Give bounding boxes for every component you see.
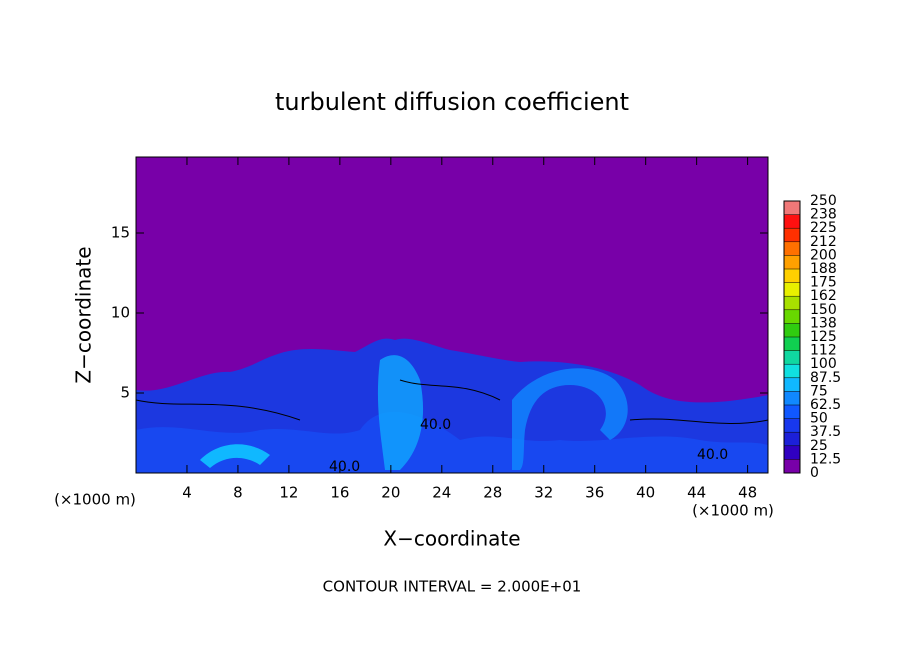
x-axis-label: X−coordinate [383,527,520,551]
x-tick-label: 44 [687,484,706,502]
colorbar-band [784,391,800,405]
x-tick-label: 24 [432,484,451,502]
colorbar-label: 112 [810,343,837,359]
y-tick-label: 5 [120,384,130,402]
x-tick-label: 36 [585,484,604,502]
colorbar-label: 225 [810,220,837,236]
colorbar-label: 175 [810,275,837,291]
annotation: CONTOUR INTERVAL = 2.000E+01 [323,578,582,596]
x-tick-label: 28 [483,484,502,502]
colorbar-band [784,282,800,297]
colorbar-label: 37.5 [810,424,841,440]
colorbar-band [784,214,800,229]
colorbar-label: 25 [810,438,828,454]
colorbar-band [784,255,800,269]
y-tick-label: 15 [111,224,130,242]
x-tick-label: 8 [233,484,243,502]
x-tick-label: 48 [738,484,757,502]
colorbar-label: 87.5 [810,370,841,386]
colorbar-label: 150 [810,302,837,318]
colorbar-band [784,418,800,433]
x-tick-label: 20 [381,484,400,502]
colorbar-band [784,364,800,378]
colorbar-band [784,296,800,310]
contour-label: 40.0 [697,447,728,463]
colorbar-band [784,350,800,365]
unit-label: (×1000 m) [692,502,774,520]
colorbar-label: 50 [810,411,828,427]
colorbar-band [784,309,800,324]
plot-frame [135,156,769,474]
colorbar-band [784,228,800,242]
colorbar-band [784,269,800,283]
unit-label: (×1000 m) [54,491,136,509]
x-tick-label: 4 [182,484,192,502]
colorbar-label: 75 [810,383,828,399]
contour-label: 40.0 [420,417,451,433]
colorbar-band [784,337,800,351]
colorbar-label: 188 [810,261,837,277]
colorbar-band [784,377,800,392]
colorbar-label: 100 [810,356,837,372]
x-tick-label: 40 [636,484,655,502]
chart-title: turbulent diffusion coefficient [275,88,629,116]
colorbar-band [784,459,800,473]
colorbar-label: 138 [810,315,837,331]
colorbar-label: 162 [810,288,837,304]
colorbar-label: 212 [810,234,837,250]
colorbar-label: 125 [810,329,837,345]
colorbar-band [784,201,800,215]
colorbar-band [784,405,800,419]
colorbar-label: 62.5 [810,397,841,413]
colorbar-label: 200 [810,247,837,263]
contour-label: 40.0 [329,459,360,475]
colorbar-label: 250 [810,193,837,209]
colorbar-label: 0 [810,465,819,481]
colorbar-band [784,432,800,446]
x-tick-label: 32 [534,484,553,502]
y-tick-label: 10 [111,304,130,322]
colorbar-band [784,445,800,460]
y-axis-label: Z−coordinate [72,246,96,383]
field [135,338,769,473]
x-tick-label: 12 [279,484,298,502]
x-tick-label: 16 [330,484,349,502]
colorbar-label: 12.5 [810,451,841,467]
colorbar-band [784,241,800,256]
colorbar-band [784,323,800,337]
colorbar-label: 238 [810,207,837,223]
